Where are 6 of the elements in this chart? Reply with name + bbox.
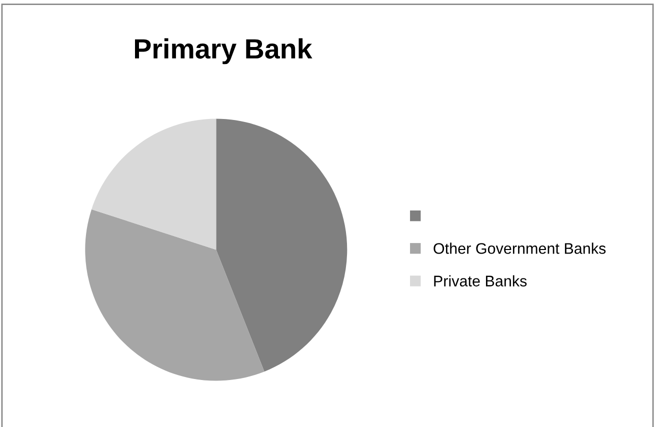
- pie-slice: [216, 118, 348, 372]
- legend-label: Private Banks: [434, 275, 527, 286]
- chart-title: Primary Bank: [135, 38, 312, 64]
- pie-slice: [92, 118, 216, 250]
- legend-label: Other Government Banks: [434, 242, 606, 254]
- pie-slice: [85, 209, 264, 381]
